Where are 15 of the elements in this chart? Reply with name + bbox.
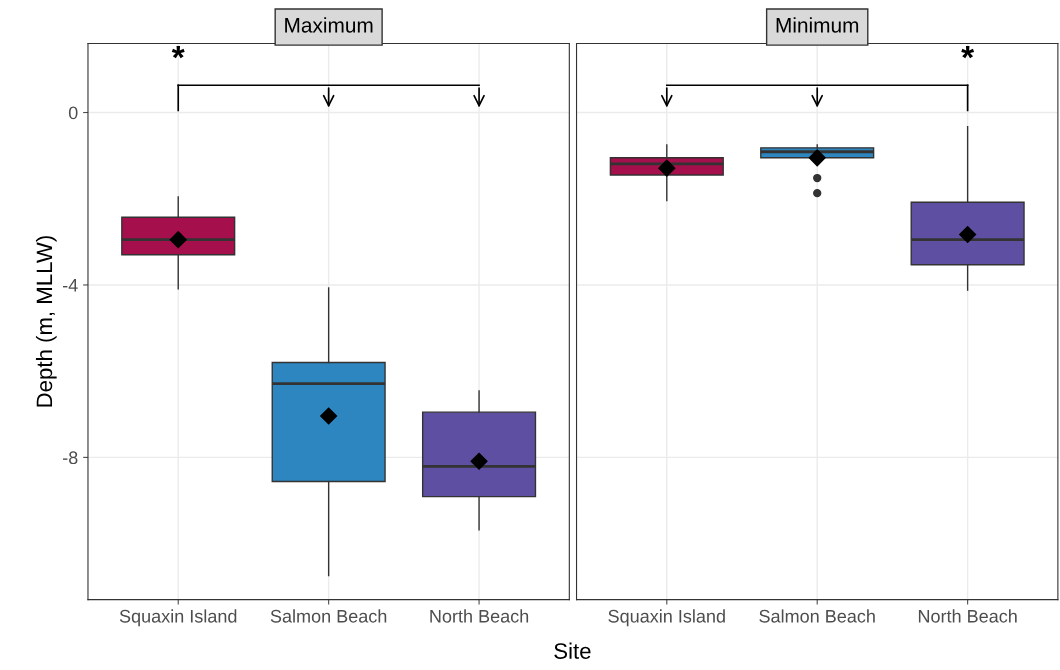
chart-title: Minimum [776,17,859,33]
y-tick-label: -4 [63,279,78,292]
x-tick-label: North Beach [430,609,529,623]
y-tick-label: 0 [68,106,78,120]
x-tick-label: Salmon Beach [759,609,875,623]
chart-title: Maximum [285,17,373,33]
x-tick-label: Squaxin Island [119,609,237,627]
x-tick-label: Salmon Beach [270,609,387,623]
x-tick-label: North Beach [918,609,1017,623]
annotation: * [171,45,185,59]
y-tick-label: -8 [63,451,78,465]
x-tick-label: Squaxin Island [608,609,725,627]
y-axis-title: Depth (m, MLLW) [35,236,57,407]
annotation: * [961,45,975,59]
x-axis-title: Site [554,642,591,659]
